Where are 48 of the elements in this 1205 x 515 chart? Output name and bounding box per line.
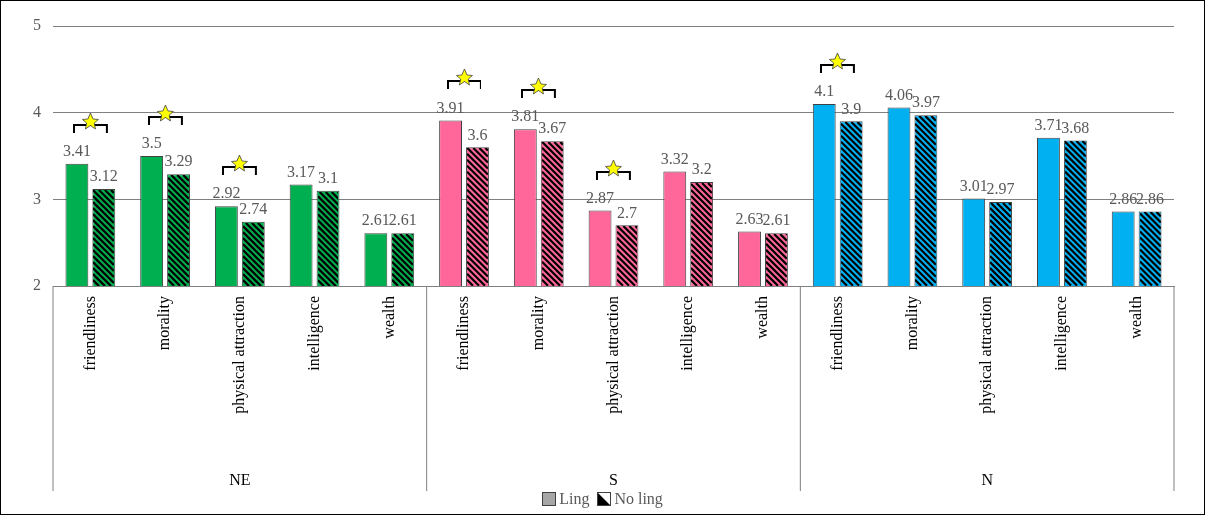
data-label: 3.71 <box>1034 116 1063 133</box>
data-label: 3.1 <box>318 168 339 186</box>
x-tick-label: wealth <box>1126 296 1144 339</box>
data-label: 4.06 <box>884 85 913 103</box>
x-tick-label: morality <box>902 296 921 351</box>
data-label: 2.92 <box>212 184 241 202</box>
x-tick-label: intelligence <box>678 296 697 371</box>
x-tick-label: friendliness <box>80 296 98 371</box>
x-tick-label: intelligence <box>304 296 323 371</box>
x-tick-label: friendliness <box>827 296 845 371</box>
x-tick-label: physical attraction <box>230 296 249 414</box>
x-tick-label: intelligence <box>1052 296 1071 371</box>
data-label: 2.61 <box>762 211 791 229</box>
data-label: 2.61 <box>388 211 417 229</box>
x-tick-label: morality <box>155 296 174 351</box>
y-tick-label: 3 <box>33 189 41 207</box>
text: N <box>981 471 994 489</box>
data-label: 3.2 <box>691 160 712 178</box>
data-label: 4.1 <box>814 82 835 100</box>
data-label: 2.74 <box>239 200 268 218</box>
data-label: 2.63 <box>735 209 764 227</box>
text: S <box>609 471 618 489</box>
x-tick-label: friendliness <box>454 296 472 371</box>
data-label: 3.5 <box>141 134 162 152</box>
data-label: 2.61 <box>361 211 390 229</box>
data-label: 3.68 <box>1061 118 1090 136</box>
data-label: 3.91 <box>436 98 465 116</box>
data-label: 3.41 <box>62 142 91 159</box>
x-tick-label: wealth <box>379 296 397 339</box>
data-label: 3.32 <box>660 149 689 167</box>
y-tick-label: 4 <box>33 102 41 120</box>
x-tick-label: wealth <box>753 296 771 339</box>
y-tick-label: 5 <box>33 16 41 34</box>
x-tick-label: physical attraction <box>977 296 996 414</box>
data-label: 2.7 <box>616 203 637 221</box>
data-label: 2.97 <box>986 180 1015 198</box>
x-tick-label: physical attraction <box>603 296 622 414</box>
series-label: Ling <box>559 490 590 508</box>
y-tick-label: 2 <box>33 276 41 294</box>
data-label: 3.17 <box>287 162 316 180</box>
data-label: 3.6 <box>467 125 488 143</box>
data-label: 3.67 <box>538 119 567 137</box>
series-label: No ling <box>614 490 663 508</box>
text: NE <box>229 471 251 489</box>
data-label: 3.12 <box>89 167 118 185</box>
data-label: 3.01 <box>959 176 988 194</box>
x-tick-label: morality <box>528 296 547 351</box>
data-label: 3.29 <box>164 152 193 170</box>
